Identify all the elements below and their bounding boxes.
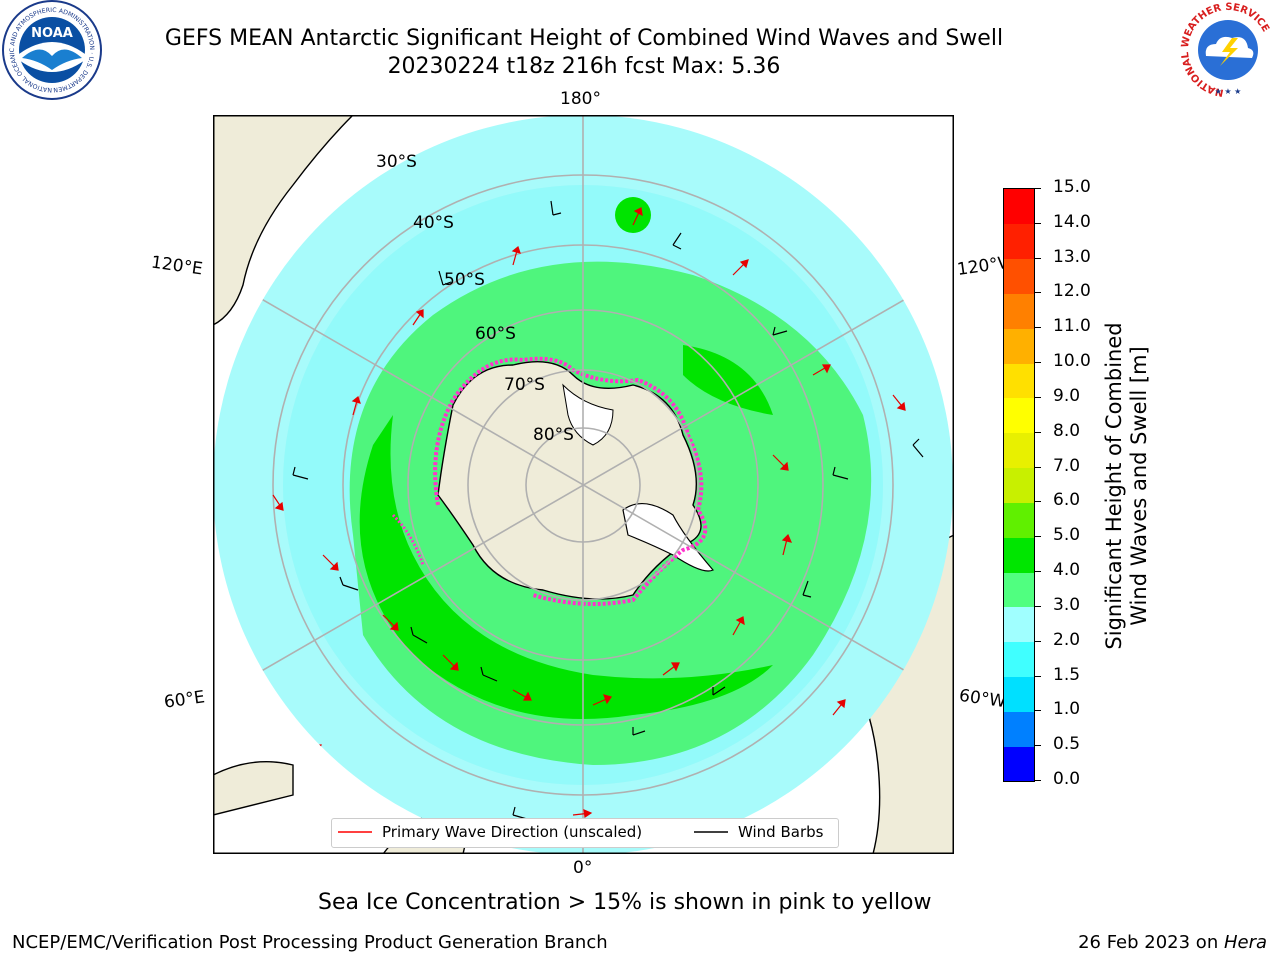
colorbar-tick-mark	[1034, 745, 1041, 747]
colorbar-label-line2: Wind Waves and Swell [m]	[1127, 346, 1151, 626]
colorbar-segment	[1004, 641, 1034, 678]
colorbar-tick-mark	[1034, 780, 1041, 781]
colorbar-segment	[1004, 363, 1034, 399]
colorbar-tick-label: 0.5	[1053, 734, 1081, 755]
colorbar-tick-mark	[1034, 188, 1041, 189]
colorbar-tick-label: 11.0	[1053, 316, 1091, 337]
colorbar-segment	[1004, 572, 1034, 608]
colorbar-segment	[1004, 432, 1034, 469]
noaa-logo-text: NOAA	[31, 26, 73, 41]
colorbar-tick-label: 10.0	[1053, 351, 1091, 372]
colorbar-tick-mark	[1034, 571, 1041, 573]
colorbar-label-line1: Significant Height of Combined	[1101, 322, 1126, 650]
colorbar-tick-label: 1.0	[1053, 699, 1081, 720]
colorbar-segment	[1004, 502, 1034, 538]
footer-branch: NCEP/EMC/Verification Post Processing Pr…	[12, 932, 608, 953]
colorbar-tick-mark	[1034, 327, 1041, 329]
colorbar-segment	[1004, 711, 1034, 747]
colorbar-segment	[1004, 606, 1034, 643]
colorbar-segment	[1004, 189, 1034, 225]
colorbar-segment	[1004, 328, 1034, 364]
colorbar-tick-label: 2.0	[1053, 629, 1081, 650]
chart-subtitle: 20230224 t18z 216h fcst Max: 5.36	[387, 54, 781, 79]
map-legend: Primary Wave Direction (unscaled) Wind B…	[331, 818, 839, 848]
colorbar-tick-mark	[1034, 710, 1041, 712]
lat-label-30s: 30°S	[376, 152, 417, 172]
colorbar-tick-label: 15.0	[1053, 177, 1091, 197]
sea-ice-edge	[433, 356, 708, 606]
colorbar-segment	[1004, 258, 1034, 294]
colorbar-tick-label: 1.5	[1053, 664, 1081, 685]
colorbar-label: Significant Height of Combined Wind Wave…	[1102, 322, 1152, 649]
colorbar-segment	[1004, 746, 1034, 782]
legend-label-wind-barbs: Wind Barbs	[738, 823, 824, 841]
footer-date: 26 Feb 2023 on Hera	[1078, 932, 1267, 953]
footer-machine: Hera	[1223, 932, 1267, 953]
lat-label-80s: 80°S	[533, 425, 574, 445]
colorbar-tick-label: 4.0	[1053, 560, 1081, 581]
colorbar-tick-label: 0.0	[1053, 769, 1081, 789]
lat-label-40s: 40°S	[413, 213, 454, 233]
colorbar-tick-label: 5.0	[1053, 525, 1081, 546]
colorbar-segment	[1004, 467, 1034, 503]
svg-text:★ ★ ★: ★ ★ ★	[1215, 87, 1242, 96]
sea-ice-note: Sea Ice Concentration > 15% is shown in …	[318, 890, 932, 915]
colorbar-tick-label: 8.0	[1053, 420, 1081, 441]
wave-height-band-4-5m	[359, 415, 773, 719]
colorbar-tick-label: 14.0	[1053, 211, 1091, 232]
antarctica-landmass	[437, 360, 702, 600]
polar-map	[213, 115, 954, 854]
lon-label-180: 180°	[560, 89, 601, 109]
colorbar-tick-mark	[1034, 640, 1041, 642]
colorbar-tick-mark	[1034, 292, 1041, 294]
lat-label-60s: 60°S	[475, 324, 516, 344]
colorbar-tick-label: 12.0	[1053, 281, 1091, 302]
wave-height-colorbar	[1003, 188, 1035, 782]
lon-label-60w: 60°W	[957, 685, 1008, 713]
nws-logo-icon: NATIONAL WEATHER SERVICE ★ ★ ★	[1180, 2, 1276, 98]
colorbar-tick-mark	[1034, 605, 1041, 607]
colorbar-tick-mark	[1034, 501, 1041, 503]
colorbar-tick-mark	[1034, 396, 1041, 398]
colorbar-segment	[1004, 676, 1034, 712]
colorbar-tick-mark	[1034, 362, 1041, 364]
lon-label-120e: 120°E	[149, 252, 204, 280]
colorbar-segment	[1004, 537, 1034, 573]
graticule	[213, 115, 953, 854]
wave-direction-legend-swatch	[338, 831, 372, 833]
colorbar-tick-label: 13.0	[1053, 246, 1091, 267]
lon-label-0: 0°	[573, 858, 593, 878]
footer-date-text: 26 Feb 2023 on	[1078, 932, 1224, 953]
colorbar-tick-label: 9.0	[1053, 385, 1081, 406]
colorbar-tick-label: 3.0	[1053, 594, 1081, 615]
colorbar-tick-mark	[1034, 466, 1041, 468]
colorbar-tick-mark	[1034, 675, 1041, 677]
colorbar-segment	[1004, 223, 1034, 260]
colorbar-segment	[1004, 293, 1034, 329]
colorbar-tick-label: 6.0	[1053, 490, 1081, 511]
wind-barb-legend-swatch	[694, 831, 728, 833]
colorbar-segment	[1004, 397, 1034, 434]
colorbar-tick-mark	[1034, 222, 1041, 224]
colorbar-tick-mark	[1034, 431, 1041, 433]
colorbar-tick-label: 7.0	[1053, 455, 1081, 476]
noaa-logo-icon: NATIONAL OCEANIC AND ATMOSPHERIC ADMINIS…	[0, 0, 102, 100]
colorbar-tick-mark	[1034, 257, 1041, 259]
lat-label-50s: 50°S	[444, 270, 485, 290]
lat-label-70s: 70°S	[504, 375, 545, 395]
legend-label-wave-direction: Primary Wave Direction (unscaled)	[382, 823, 643, 841]
lon-label-60e: 60°E	[162, 687, 207, 713]
chart-title: GEFS MEAN Antarctic Significant Height o…	[164, 26, 1004, 51]
colorbar-tick-mark	[1034, 536, 1041, 538]
